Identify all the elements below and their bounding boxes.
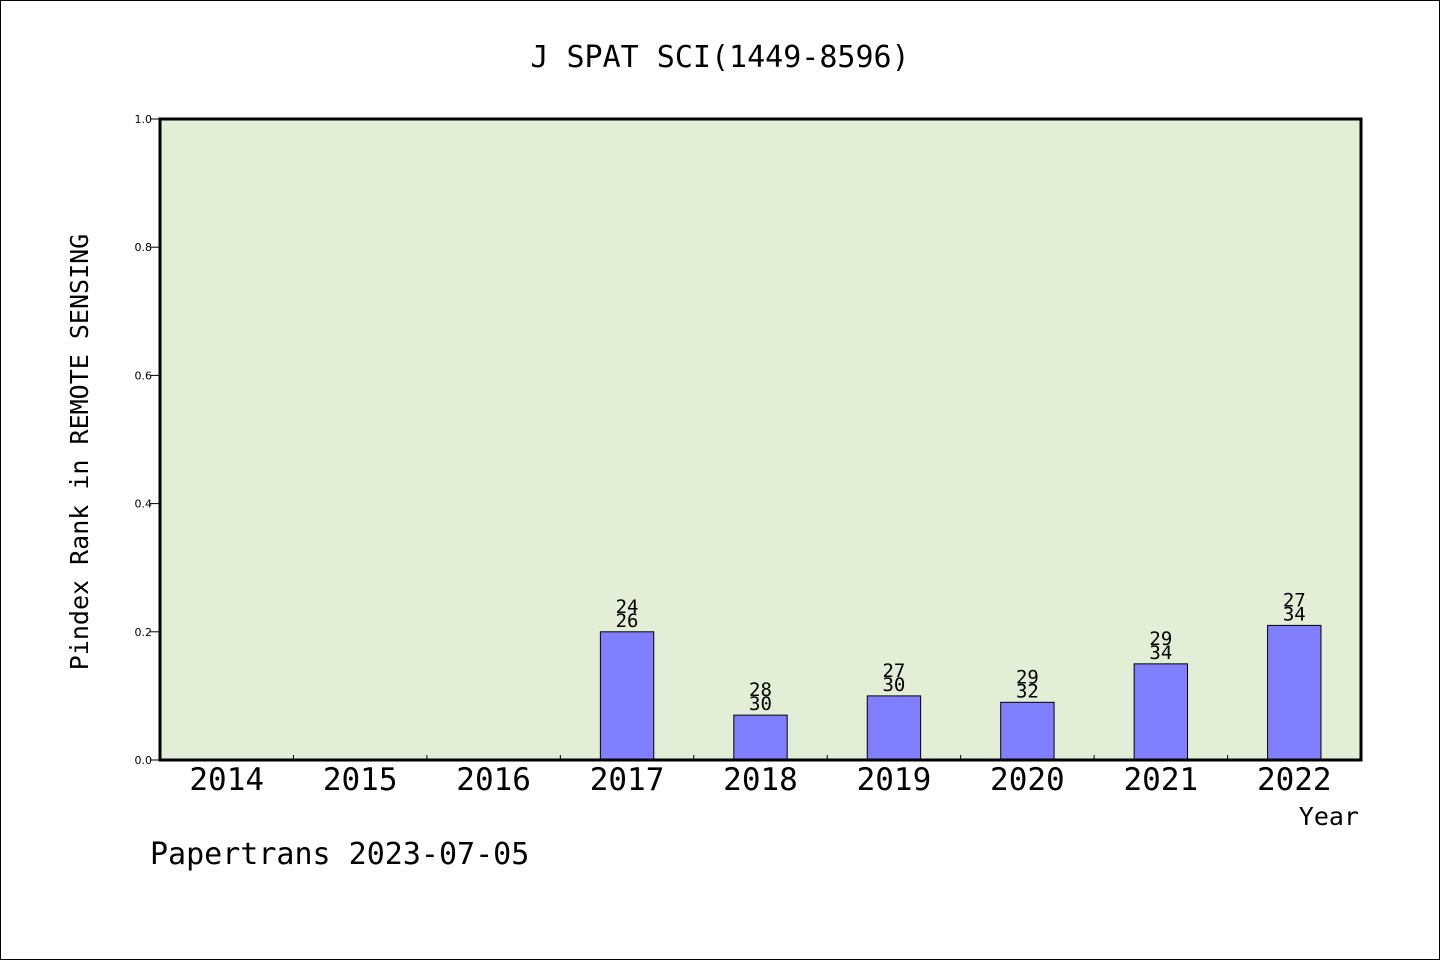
x-tick-label: 2020 bbox=[990, 762, 1065, 798]
bar-2018 bbox=[733, 714, 788, 761]
bar-total-label: 30 bbox=[749, 693, 772, 715]
x-tick-label: 2021 bbox=[1124, 762, 1199, 798]
bar-rank-label: 29 bbox=[1149, 628, 1172, 650]
x-axis: 2014 2015 2016 2017 2018 2019 2020 2021 2022 bbox=[189, 755, 1332, 798]
bar-total-label: 34 bbox=[1149, 642, 1172, 664]
bar-rank-label: 28 bbox=[749, 679, 772, 701]
bar-2019 bbox=[866, 695, 922, 761]
x-tick-label: 2015 bbox=[323, 762, 398, 798]
plot-area bbox=[160, 119, 1361, 760]
y-tick-label: 0.8 bbox=[135, 241, 153, 254]
y-tick-label: 0.0 bbox=[135, 754, 153, 767]
bars-group bbox=[599, 624, 1322, 761]
bar-rank-label: 27 bbox=[882, 660, 905, 682]
x-tick-label: 2018 bbox=[723, 762, 798, 798]
x-tick-label: 2017 bbox=[590, 762, 665, 798]
bar-total-label: 30 bbox=[882, 674, 905, 696]
y-axis-label: Pindex Rank in REMOTE SENSING bbox=[65, 234, 94, 671]
x-tick-label: 2022 bbox=[1257, 762, 1332, 798]
bar-2022 bbox=[1267, 624, 1322, 761]
y-axis: 0.0 0.2 0.4 0.6 0.8 1.0 bbox=[135, 113, 160, 767]
y-tick-label: 1.0 bbox=[135, 113, 153, 126]
plot-border bbox=[158, 117, 1363, 762]
y-tick-label: 0.4 bbox=[135, 498, 153, 511]
bar-2021 bbox=[1133, 663, 1189, 761]
x-tick-label: 2014 bbox=[189, 762, 264, 798]
bar-2020 bbox=[1000, 701, 1055, 761]
y-tick-label: 0.2 bbox=[135, 626, 153, 639]
bar-total-label: 26 bbox=[616, 610, 639, 632]
footer-credit: Papertrans 2023-07-05 bbox=[150, 837, 529, 872]
bar-2017 bbox=[599, 631, 655, 761]
bar-rank-label: 27 bbox=[1283, 589, 1306, 611]
chart-title: J SPAT SCI(1449-8596) bbox=[530, 40, 909, 75]
bar-rank-label: 29 bbox=[1016, 666, 1039, 688]
bar-total-label: 32 bbox=[1016, 680, 1039, 702]
y-tick-label: 0.6 bbox=[135, 369, 153, 382]
bar-rank-label: 24 bbox=[616, 596, 639, 618]
x-tick-label: 2016 bbox=[456, 762, 531, 798]
x-axis-label: Year bbox=[1299, 802, 1359, 831]
bar-total-label: 34 bbox=[1283, 603, 1306, 625]
x-tick-label: 2019 bbox=[857, 762, 932, 798]
